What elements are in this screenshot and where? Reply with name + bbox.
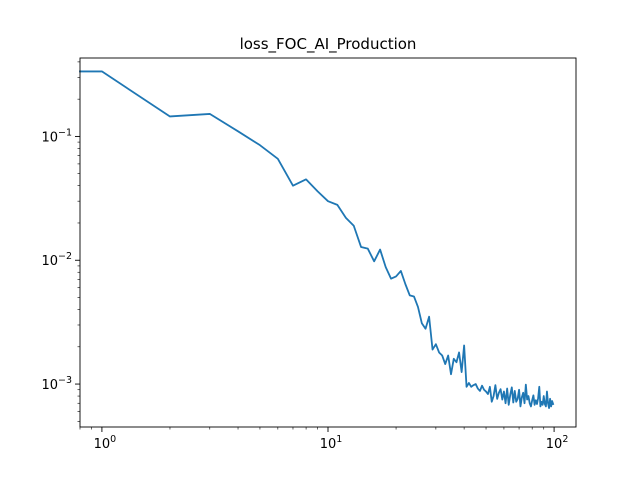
plot-frame	[79, 57, 577, 428]
y-tick-label: 10−1	[41, 127, 72, 145]
y-tick-label: 10−3	[41, 375, 72, 393]
x-tick-label: 102	[546, 434, 569, 452]
axis-ticks: 100 101 102 10−3 10−2 10−1	[41, 61, 569, 452]
chart-title: loss_FOC_AI_Production	[240, 35, 417, 54]
x-tick-label: 100	[94, 434, 117, 452]
loss-series-line	[79, 70, 555, 409]
x-tick-label: 101	[320, 434, 343, 452]
y-tick-label: 10−2	[41, 251, 72, 269]
